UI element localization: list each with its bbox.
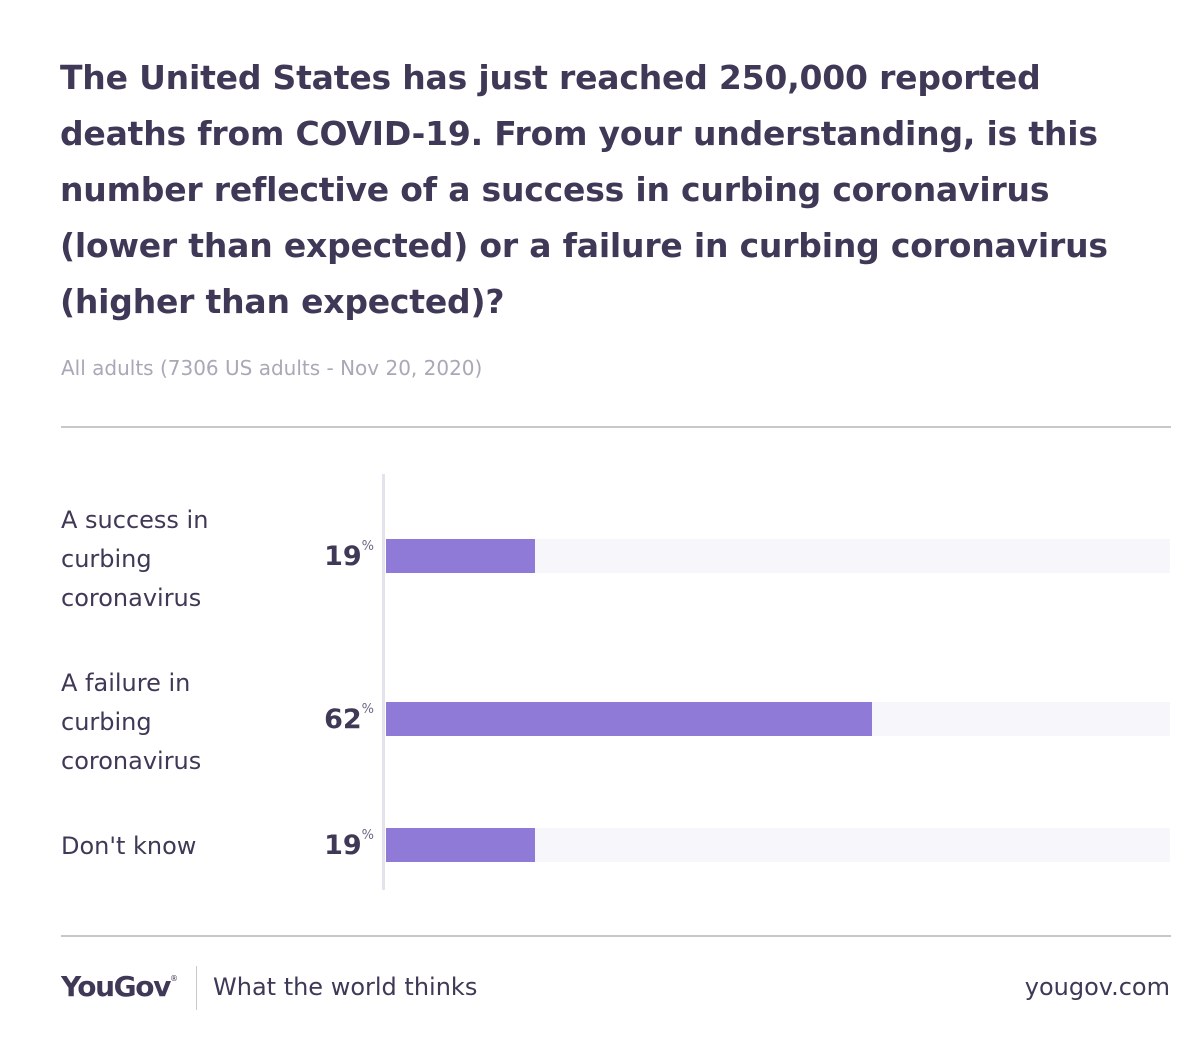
data-label-value: 19 — [324, 541, 362, 572]
chart-title: The United States has just reached 250,0… — [60, 58, 1108, 321]
footer-url-link[interactable]: yougov.com — [1024, 973, 1170, 1001]
data-label-value: 19 — [324, 830, 362, 861]
top-divider — [61, 426, 1171, 428]
bar-track — [386, 828, 1170, 862]
bar-track — [386, 702, 1170, 736]
data-label: 62% — [324, 702, 374, 735]
category-label: Don't know — [61, 832, 197, 860]
bar — [386, 702, 873, 736]
bar — [386, 539, 535, 573]
data-label: 19% — [324, 828, 374, 861]
bottom-divider — [61, 935, 1171, 937]
category-label: A success in curbing coronavirus — [61, 506, 209, 612]
data-label-unit: % — [361, 828, 374, 843]
data-label: 19% — [324, 539, 374, 572]
category-label: A failure in curbing coronavirus — [61, 669, 202, 775]
footer-tagline: What the world thinks — [213, 973, 478, 1001]
yougov-logo[interactable]: YouGov® — [61, 970, 178, 1003]
data-label-value: 62 — [324, 704, 362, 735]
logo-text: YouGov — [61, 970, 171, 1003]
bar-axis-line — [382, 474, 385, 890]
data-label-unit: % — [361, 539, 374, 554]
registered-mark: ® — [169, 974, 178, 983]
bar-track — [386, 539, 1170, 573]
chart-subtitle: All adults (7306 US adults - Nov 20, 202… — [61, 356, 483, 380]
bar — [386, 828, 535, 862]
footer-divider — [196, 966, 197, 1010]
data-label-unit: % — [361, 702, 374, 717]
